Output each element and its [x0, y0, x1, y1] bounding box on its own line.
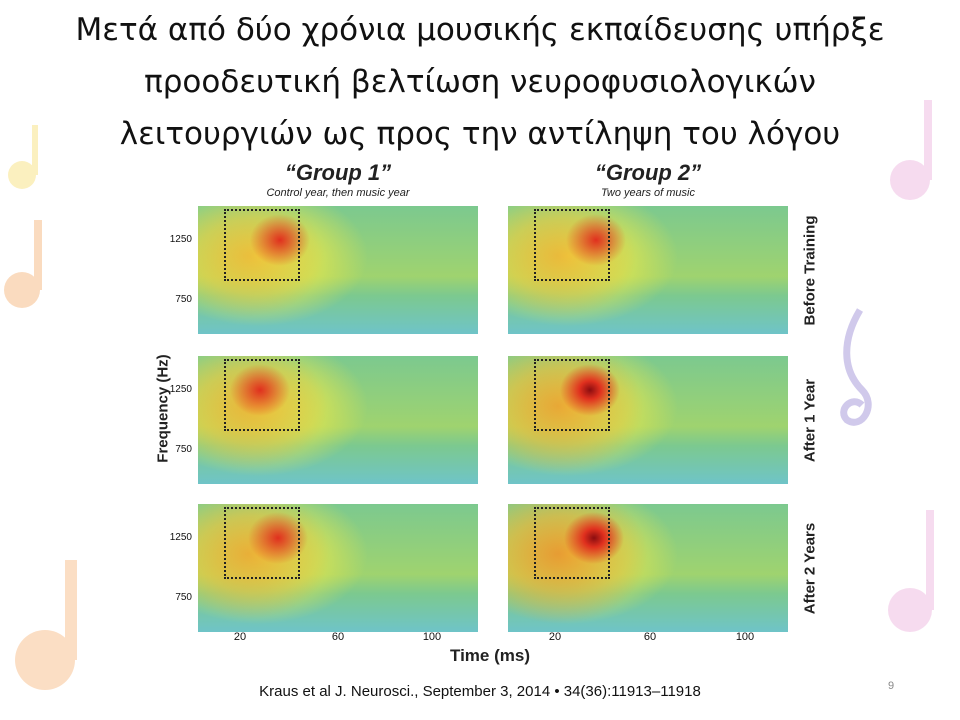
y-tick: 750	[175, 592, 192, 603]
music-note-icon	[888, 510, 934, 632]
spectrogram-panel	[198, 206, 478, 334]
music-note-icon	[4, 220, 42, 308]
analysis-window-box	[224, 507, 300, 579]
y-tick: 1250	[169, 532, 192, 543]
analysis-window-box	[534, 507, 610, 579]
treble-clef-icon	[840, 308, 872, 426]
group-2-subtitle: Two years of music	[601, 187, 695, 199]
row-label-after-2-years: After 2 Years	[801, 522, 819, 615]
analysis-window-box	[224, 359, 300, 431]
group-1-title: “Group 1”	[284, 160, 392, 185]
x-tick: 20	[548, 631, 562, 643]
spectrogram-panel	[198, 504, 478, 632]
row-label-after-1-year: After 1 Year	[801, 378, 819, 463]
spectrogram-panel	[508, 356, 788, 484]
analysis-window-box	[224, 209, 300, 281]
y-tick: 1250	[169, 234, 192, 245]
analysis-window-box	[534, 209, 610, 281]
y-axis-label: Frequency (Hz)	[154, 354, 172, 463]
slide-title: Μετά από δύο χρόνια μουσικής εκπαίδευσης…	[0, 4, 960, 160]
row-label-before-training: Before Training	[801, 215, 819, 326]
group-2-title: “Group 2”	[594, 160, 702, 185]
spectrogram-panel	[508, 206, 788, 334]
title-line: λειτουργιών ως προς την αντίληψη του λόγ…	[119, 116, 841, 152]
spectrogram-panel	[508, 504, 788, 632]
analysis-window-box	[534, 359, 610, 431]
title-line: Μετά από δύο χρόνια μουσικής εκπαίδευσης…	[75, 12, 885, 48]
x-tick: 60	[643, 631, 657, 643]
group-1-subtitle: Control year, then music year	[266, 187, 410, 199]
x-tick: 60	[331, 631, 345, 643]
citation: Kraus et al J. Neurosci., September 3, 2…	[259, 683, 701, 700]
x-tick: 20	[233, 631, 247, 643]
y-tick: 1250	[169, 384, 192, 395]
music-note-icon	[15, 560, 77, 690]
x-tick: 100	[422, 631, 442, 643]
y-tick: 750	[175, 294, 192, 305]
x-tick: 100	[735, 631, 755, 643]
page-number: 9	[888, 680, 895, 692]
y-tick: 750	[175, 444, 192, 455]
title-line: προοδευτική βελτίωση νευροφυσιολογικών	[144, 64, 816, 100]
spectrogram-panel	[198, 356, 478, 484]
x-axis-label: Time (ms)	[450, 646, 530, 665]
